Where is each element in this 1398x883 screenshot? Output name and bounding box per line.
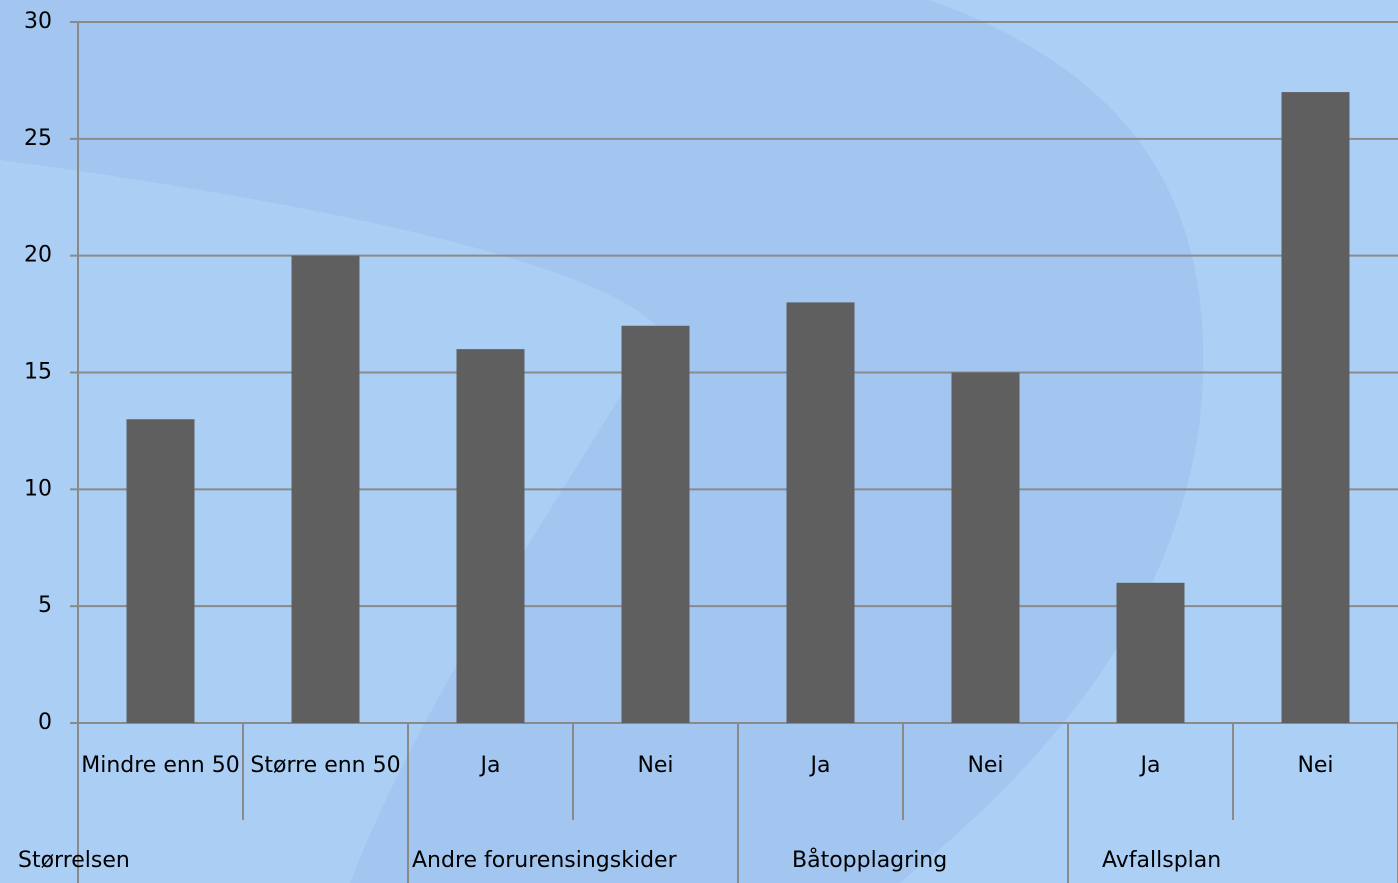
bar <box>621 325 690 723</box>
group-label: Båtopplagring <box>792 848 948 873</box>
y-tick-label: 15 <box>24 360 52 385</box>
y-tick-label: 30 <box>24 9 52 34</box>
x-tick-label: Nei <box>1297 753 1334 778</box>
y-tick-label: 0 <box>38 710 52 735</box>
bar <box>1116 582 1185 723</box>
y-tick-label: 20 <box>24 243 52 268</box>
x-tick-label: Større enn 50 <box>250 753 401 778</box>
bar <box>1281 92 1350 724</box>
y-tick-label: 25 <box>24 126 52 151</box>
group-label: Avfallsplan <box>1102 848 1222 873</box>
group-label: Andre forurensingskider <box>412 848 677 873</box>
y-tick-label: 10 <box>24 476 52 501</box>
bar <box>951 372 1020 723</box>
group-label: Størrelsen <box>18 848 130 873</box>
bar <box>456 349 525 723</box>
x-tick-label: Ja <box>1140 753 1161 778</box>
x-tick-label: Ja <box>810 753 831 778</box>
x-tick-label: Nei <box>967 753 1004 778</box>
bar <box>291 255 360 723</box>
x-tick-label: Nei <box>637 753 674 778</box>
background-swoosh <box>900 0 1398 883</box>
bar <box>786 302 855 723</box>
x-tick-label: Mindre enn 50 <box>81 753 240 778</box>
y-tick-label: 5 <box>38 593 52 618</box>
bar <box>126 419 195 723</box>
x-tick-label: Ja <box>480 753 501 778</box>
